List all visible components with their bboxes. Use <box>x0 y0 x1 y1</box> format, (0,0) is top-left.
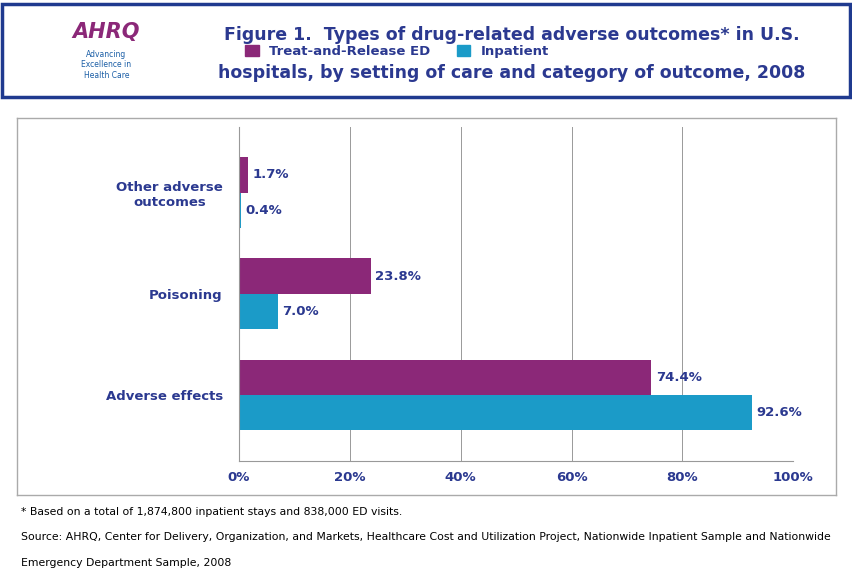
Text: Source: AHRQ, Center for Delivery, Organization, and Markets, Healthcare Cost an: Source: AHRQ, Center for Delivery, Organ… <box>21 532 830 542</box>
Text: 7.0%: 7.0% <box>282 305 319 318</box>
Text: * Based on a total of 1,874,800 inpatient stays and 838,000 ED visits.: * Based on a total of 1,874,800 inpatien… <box>21 507 402 517</box>
Text: 1.7%: 1.7% <box>252 168 289 181</box>
Text: 74.4%: 74.4% <box>655 371 701 384</box>
FancyBboxPatch shape <box>53 10 160 92</box>
Text: AHRQ: AHRQ <box>72 22 140 42</box>
Bar <box>239 258 371 294</box>
Bar <box>239 294 278 329</box>
Text: 23.8%: 23.8% <box>375 270 421 283</box>
Bar <box>239 395 751 430</box>
Text: Emergency Department Sample, 2008: Emergency Department Sample, 2008 <box>21 558 231 568</box>
Text: 0.4%: 0.4% <box>245 204 282 217</box>
Text: Figure 1.  Types of drug-related adverse outcomes* in U.S.: Figure 1. Types of drug-related adverse … <box>224 26 798 44</box>
Bar <box>239 192 241 228</box>
Bar <box>239 359 651 395</box>
Text: hospitals, by setting of care and category of outcome, 2008: hospitals, by setting of care and catego… <box>218 63 804 82</box>
Legend: Treat-and-Release ED, Inpatient: Treat-and-Release ED, Inpatient <box>245 46 548 58</box>
Bar <box>239 157 248 192</box>
Text: 92.6%: 92.6% <box>756 406 802 419</box>
Text: Advancing
Excellence in
Health Care: Advancing Excellence in Health Care <box>81 50 131 80</box>
